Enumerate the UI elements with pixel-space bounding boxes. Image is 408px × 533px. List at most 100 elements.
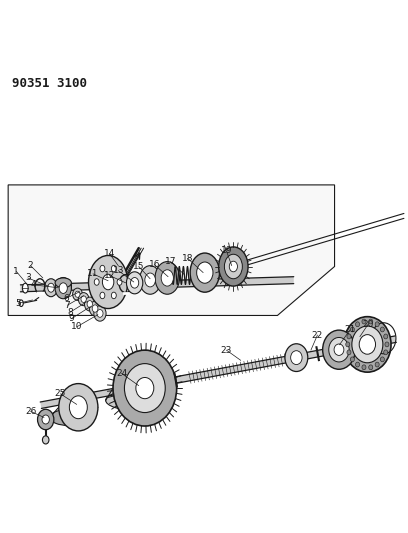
- Ellipse shape: [329, 337, 349, 362]
- Text: 7: 7: [64, 301, 70, 310]
- Ellipse shape: [42, 415, 49, 424]
- Ellipse shape: [111, 292, 116, 298]
- Ellipse shape: [111, 265, 116, 272]
- Text: 24: 24: [116, 369, 127, 378]
- Ellipse shape: [350, 327, 355, 332]
- Ellipse shape: [375, 362, 379, 367]
- Ellipse shape: [384, 334, 388, 339]
- Ellipse shape: [59, 283, 67, 294]
- Ellipse shape: [100, 292, 105, 298]
- Text: 90351 3100: 90351 3100: [12, 77, 87, 90]
- Ellipse shape: [44, 279, 58, 297]
- Ellipse shape: [50, 409, 89, 426]
- Ellipse shape: [19, 300, 23, 306]
- Ellipse shape: [285, 344, 308, 372]
- Polygon shape: [20, 277, 294, 292]
- Ellipse shape: [362, 365, 366, 370]
- Ellipse shape: [384, 350, 388, 355]
- Ellipse shape: [48, 283, 54, 292]
- Ellipse shape: [380, 357, 384, 362]
- Text: 21: 21: [344, 325, 356, 334]
- Ellipse shape: [197, 262, 213, 283]
- Text: 25: 25: [55, 389, 66, 398]
- Ellipse shape: [161, 270, 173, 286]
- Ellipse shape: [145, 273, 155, 287]
- Text: 22: 22: [312, 330, 323, 340]
- Ellipse shape: [136, 377, 154, 399]
- Ellipse shape: [106, 390, 169, 410]
- Ellipse shape: [38, 409, 54, 430]
- Text: 13: 13: [113, 266, 124, 275]
- Text: 8: 8: [67, 308, 73, 317]
- Ellipse shape: [355, 322, 359, 327]
- Ellipse shape: [355, 362, 359, 367]
- Ellipse shape: [97, 310, 103, 317]
- Ellipse shape: [84, 297, 95, 311]
- Ellipse shape: [347, 334, 351, 339]
- Ellipse shape: [69, 396, 87, 419]
- Text: 17: 17: [165, 257, 176, 266]
- Ellipse shape: [89, 301, 101, 316]
- Ellipse shape: [42, 436, 49, 444]
- Ellipse shape: [385, 342, 389, 347]
- Ellipse shape: [78, 293, 89, 305]
- Ellipse shape: [344, 317, 391, 372]
- Text: 26: 26: [25, 407, 36, 416]
- Polygon shape: [40, 336, 396, 408]
- Ellipse shape: [131, 278, 139, 288]
- Ellipse shape: [73, 288, 82, 301]
- Ellipse shape: [113, 350, 177, 426]
- Text: 15: 15: [133, 262, 144, 271]
- Text: 20: 20: [362, 320, 374, 329]
- Ellipse shape: [347, 350, 351, 355]
- Polygon shape: [8, 185, 335, 316]
- Ellipse shape: [224, 254, 242, 279]
- Text: 19: 19: [221, 246, 232, 255]
- Ellipse shape: [94, 305, 106, 321]
- Text: 14: 14: [104, 249, 115, 258]
- Text: 11: 11: [87, 269, 99, 278]
- Text: 2: 2: [28, 261, 33, 270]
- Text: 18: 18: [182, 254, 193, 263]
- Ellipse shape: [334, 344, 344, 356]
- Ellipse shape: [59, 384, 98, 431]
- Text: 6: 6: [63, 294, 69, 303]
- Ellipse shape: [92, 305, 98, 312]
- Text: 23: 23: [221, 345, 232, 354]
- Ellipse shape: [55, 278, 71, 298]
- Ellipse shape: [350, 357, 355, 362]
- Ellipse shape: [219, 247, 248, 286]
- Ellipse shape: [362, 319, 366, 324]
- Ellipse shape: [352, 326, 383, 363]
- Ellipse shape: [94, 279, 99, 285]
- Text: 9: 9: [69, 314, 74, 323]
- Ellipse shape: [22, 283, 28, 293]
- Ellipse shape: [346, 342, 350, 347]
- Text: 16: 16: [149, 260, 160, 269]
- Ellipse shape: [359, 335, 375, 354]
- Ellipse shape: [190, 253, 220, 292]
- Text: 3: 3: [25, 273, 31, 282]
- Ellipse shape: [102, 274, 114, 290]
- Ellipse shape: [75, 291, 80, 297]
- Ellipse shape: [117, 279, 122, 285]
- Text: 12: 12: [104, 271, 115, 280]
- Text: 10: 10: [71, 322, 82, 332]
- Ellipse shape: [100, 265, 105, 272]
- Ellipse shape: [124, 364, 165, 413]
- Ellipse shape: [380, 327, 384, 332]
- Ellipse shape: [229, 261, 237, 272]
- Ellipse shape: [55, 278, 71, 288]
- Ellipse shape: [87, 301, 92, 308]
- Ellipse shape: [140, 265, 161, 294]
- Ellipse shape: [375, 322, 379, 327]
- Ellipse shape: [290, 351, 302, 365]
- Ellipse shape: [369, 319, 373, 324]
- Ellipse shape: [369, 365, 373, 370]
- Text: 5: 5: [16, 298, 21, 308]
- Text: 4: 4: [31, 280, 36, 289]
- Ellipse shape: [323, 330, 355, 369]
- Ellipse shape: [155, 262, 180, 294]
- Ellipse shape: [89, 255, 128, 309]
- Ellipse shape: [81, 296, 86, 302]
